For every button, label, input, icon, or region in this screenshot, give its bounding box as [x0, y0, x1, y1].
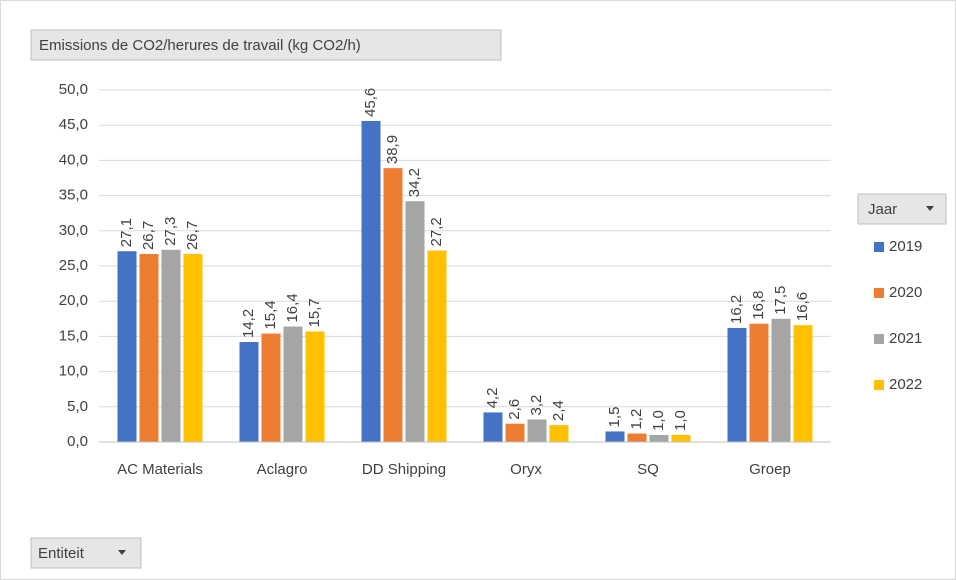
x-tick-label: Aclagro: [257, 461, 308, 478]
bar: [283, 326, 303, 442]
bar: [749, 323, 769, 442]
value-label: 27,3: [162, 217, 179, 246]
legend-title: Jaar: [868, 201, 897, 218]
y-tick-label: 10,0: [59, 363, 88, 380]
title-box: [30, 29, 502, 61]
y-tick-label: 25,0: [59, 257, 88, 274]
value-label: 2,6: [506, 399, 523, 420]
value-label: 1,0: [672, 410, 689, 431]
y-tick-label: 0,0: [67, 433, 88, 450]
bar: [793, 325, 813, 442]
bar: [649, 434, 669, 442]
bar: [427, 250, 447, 442]
value-label: 3,2: [528, 395, 545, 416]
x-tick-label: DD Shipping: [362, 461, 446, 478]
legend-label: 2021: [889, 330, 922, 347]
legend-label: 2020: [889, 284, 922, 301]
x-tick-label: Groep: [749, 461, 791, 478]
bar: [261, 333, 281, 442]
legend-swatch: [874, 288, 884, 298]
y-tick-label: 45,0: [59, 116, 88, 133]
legend-swatch: [874, 334, 884, 344]
value-label: 26,7: [184, 221, 201, 250]
bar: [405, 201, 425, 442]
value-label: 45,6: [362, 88, 379, 117]
value-label: 1,0: [650, 410, 667, 431]
bar: [305, 331, 325, 442]
dropdown-arrow: [118, 550, 126, 555]
bar: [505, 423, 525, 442]
value-label: 16,4: [284, 293, 301, 322]
bar: [605, 431, 625, 442]
x-tick-label: Oryx: [510, 461, 542, 478]
bar: [627, 433, 647, 442]
bar: [161, 249, 181, 442]
y-tick-label: 20,0: [59, 292, 88, 309]
bar: [527, 419, 547, 442]
chart-title: Emissions de CO2/herures de travail (kg …: [39, 37, 361, 54]
axis-field-label: Entiteit: [38, 545, 85, 562]
bar: [383, 168, 403, 443]
dropdown-arrow: [926, 206, 934, 211]
bar: [727, 327, 747, 442]
y-tick-label: 40,0: [59, 151, 88, 168]
bar: [483, 412, 503, 442]
legend-swatch: [874, 380, 884, 390]
value-label: 14,2: [240, 309, 257, 338]
bar: [239, 342, 259, 442]
x-tick-label: AC Materials: [117, 461, 203, 478]
y-tick-label: 35,0: [59, 187, 88, 204]
value-label: 1,5: [606, 407, 623, 428]
y-tick-label: 50,0: [59, 81, 88, 98]
value-label: 17,5: [772, 286, 789, 315]
value-label: 26,7: [140, 221, 157, 250]
x-tick-label: SQ: [637, 461, 659, 478]
legend-label: 2022: [889, 376, 922, 393]
legend-label: 2019: [889, 238, 922, 255]
value-label: 4,2: [484, 388, 501, 409]
value-label: 15,7: [306, 298, 323, 327]
y-tick-label: 5,0: [67, 398, 88, 415]
y-tick-label: 15,0: [59, 327, 88, 344]
bar: [139, 254, 159, 442]
value-label: 27,2: [428, 217, 445, 246]
value-label: 16,8: [750, 291, 767, 320]
y-tick-label: 30,0: [59, 222, 88, 239]
value-label: 16,2: [728, 295, 745, 324]
bar: [183, 254, 203, 442]
bar: [671, 434, 691, 442]
bar: [549, 425, 569, 442]
bar: [771, 318, 791, 442]
legend-swatch: [874, 242, 884, 252]
value-label: 2,4: [550, 400, 567, 421]
value-label: 34,2: [406, 168, 423, 197]
value-label: 15,4: [262, 300, 279, 329]
value-label: 27,1: [118, 218, 135, 247]
bar: [361, 120, 381, 442]
value-label: 38,9: [384, 135, 401, 164]
value-label: 16,6: [794, 292, 811, 321]
value-label: 1,2: [628, 409, 645, 430]
bar: [117, 251, 137, 442]
